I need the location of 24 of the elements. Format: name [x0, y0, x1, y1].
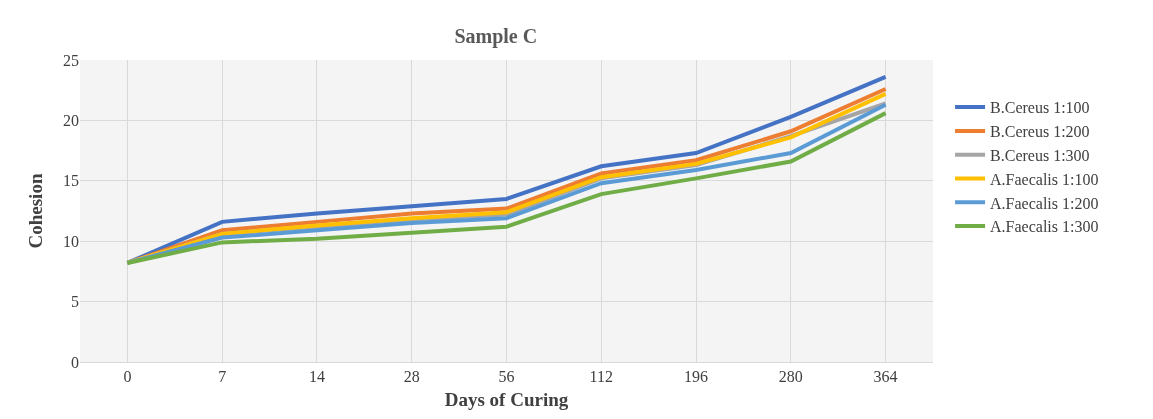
x-tick-label: 112: [589, 368, 613, 386]
y-tick-label: 15: [63, 172, 79, 190]
y-tick-label: 25: [63, 51, 79, 69]
x-axis-title: Days of Curing: [444, 389, 569, 410]
y-axis-title: Cohesion: [24, 173, 46, 249]
y-tick-label: 0: [71, 353, 79, 371]
x-tick-label: 364: [873, 368, 898, 386]
x-tick-label: 56: [498, 368, 515, 386]
x-tick-label: 0: [123, 368, 132, 386]
y-tick-label: 10: [63, 232, 79, 250]
legend-label: B.Cereus 1:200: [990, 123, 1090, 141]
legend-label: B.Cereus 1:300: [990, 146, 1090, 164]
legend-label: A.Faecalis 1:200: [990, 194, 1099, 212]
y-tick-label: 5: [71, 293, 79, 311]
x-tick-label: 14: [308, 368, 325, 386]
legend-label: A.Faecalis 1:300: [990, 218, 1099, 236]
legend-label: A.Faecalis 1:100: [990, 170, 1099, 188]
x-tick-label: 7: [218, 368, 227, 386]
legend-label: B.Cereus 1:100: [990, 99, 1090, 117]
x-tick-label: 28: [403, 368, 420, 386]
chart-title: Sample C: [454, 25, 538, 49]
x-tick-label: 196: [684, 368, 709, 386]
x-tick-label: 280: [778, 368, 803, 386]
y-tick-label: 20: [63, 112, 79, 129]
